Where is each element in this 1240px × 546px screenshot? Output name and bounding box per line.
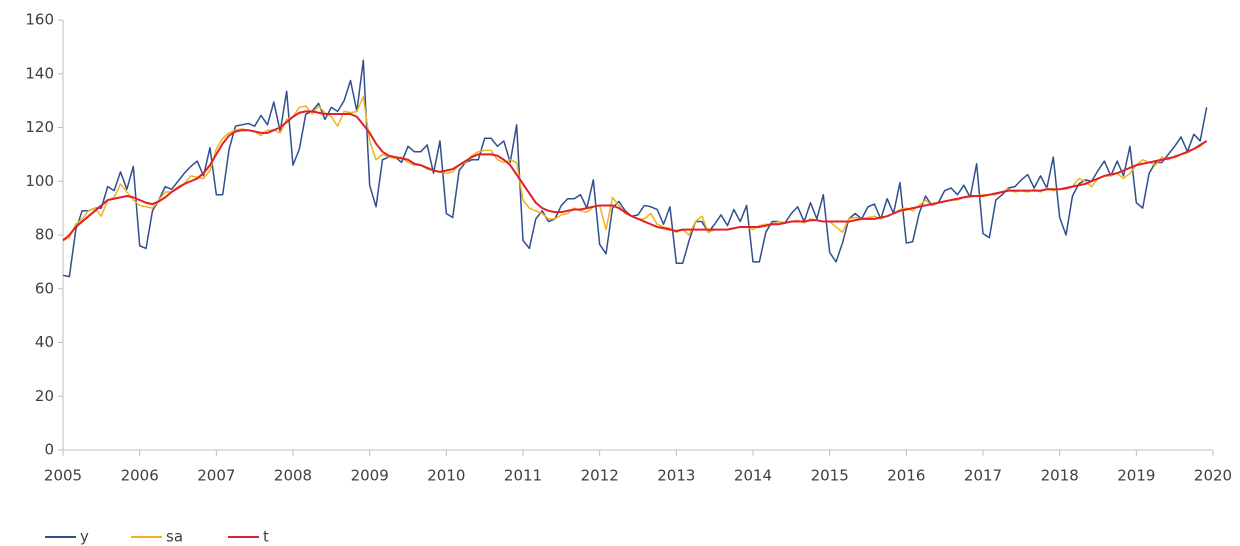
x-tick-label: 2017 bbox=[964, 467, 1002, 485]
x-tick-label: 2012 bbox=[581, 467, 619, 485]
x-tick-label: 2015 bbox=[811, 467, 849, 485]
y-tick-label: 140 bbox=[25, 64, 54, 82]
legend-label: y bbox=[80, 528, 89, 546]
x-tick-label: 2014 bbox=[734, 467, 772, 485]
y-tick-label: 20 bbox=[35, 387, 54, 405]
y-tick-label: 0 bbox=[44, 441, 54, 459]
x-tick-label: 2006 bbox=[121, 467, 159, 485]
y-tick-label: 80 bbox=[35, 226, 54, 244]
x-tick-label: 2007 bbox=[197, 467, 235, 485]
x-tick-label: 2013 bbox=[657, 467, 695, 485]
series-line bbox=[62, 59, 1208, 278]
y-tick-label: 60 bbox=[35, 279, 54, 297]
legend-label: t bbox=[263, 528, 269, 546]
x-tick-label: 2019 bbox=[1117, 467, 1155, 485]
x-tick-label: 2008 bbox=[274, 467, 312, 485]
y-tick-label: 40 bbox=[35, 333, 54, 351]
y-tick-label: 160 bbox=[25, 11, 54, 29]
x-tick-label: 2011 bbox=[504, 467, 542, 485]
series-line bbox=[62, 110, 1208, 242]
x-tick-label: 2018 bbox=[1041, 467, 1079, 485]
x-tick-label: 2010 bbox=[427, 467, 465, 485]
x-tick-label: 2009 bbox=[351, 467, 389, 485]
x-tick-label: 2016 bbox=[887, 467, 925, 485]
series-line bbox=[62, 95, 1208, 242]
legend-label: sa bbox=[166, 528, 183, 546]
y-tick-label: 100 bbox=[25, 172, 54, 190]
y-tick-label: 120 bbox=[25, 118, 54, 136]
x-tick-label: 2005 bbox=[44, 467, 82, 485]
x-tick-label: 2020 bbox=[1194, 467, 1232, 485]
